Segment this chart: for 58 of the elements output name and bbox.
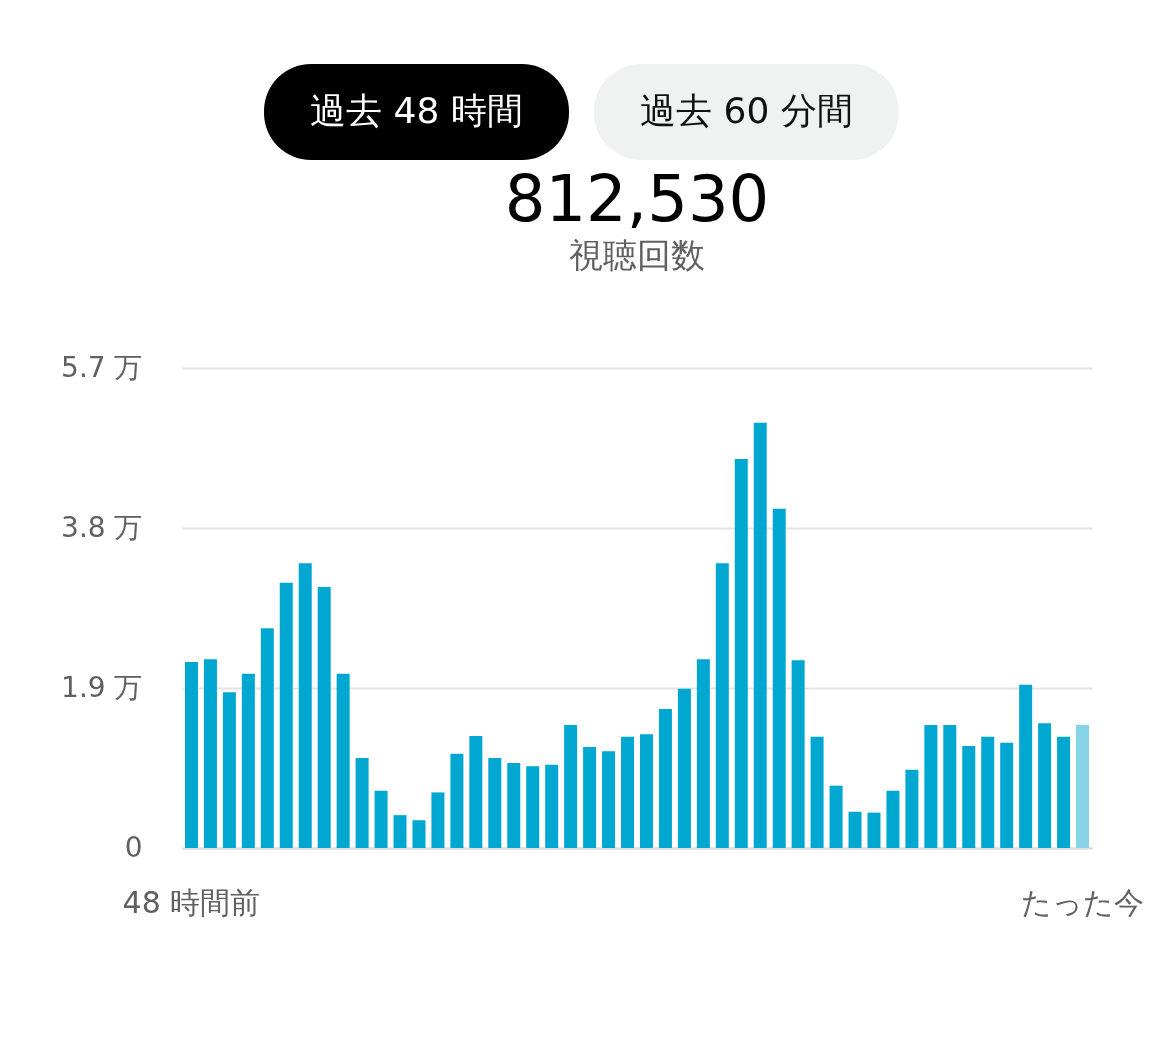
bar [260, 628, 274, 848]
bar [279, 582, 293, 848]
bar [602, 751, 616, 848]
bar [924, 725, 938, 848]
text: 過去 60 分間 [640, 90, 853, 131]
bar [1038, 723, 1052, 848]
bar [905, 769, 919, 848]
y-tick-label: 1.9 万 [61, 670, 143, 704]
bar [317, 586, 331, 848]
bar [298, 563, 312, 848]
bar [791, 660, 805, 848]
chart-title: 812,530 [504, 162, 770, 236]
bar [829, 785, 843, 848]
bar [507, 762, 521, 848]
bar [184, 661, 198, 848]
bar [639, 734, 653, 848]
bar [1057, 736, 1071, 848]
y-tick-label: 3.8 万 [61, 510, 143, 544]
bar [374, 790, 388, 848]
bar [564, 725, 578, 848]
bar [526, 766, 540, 848]
bar [621, 736, 635, 848]
bar [772, 508, 786, 848]
bar [658, 709, 672, 848]
x-tick-label: たった今 [1021, 884, 1145, 920]
bar [962, 746, 976, 848]
text: 過去 48 時間 [310, 90, 523, 131]
bar [677, 688, 691, 848]
bar [203, 659, 217, 848]
bar [696, 659, 710, 848]
bar [810, 736, 824, 848]
bar [715, 563, 729, 848]
bar [488, 757, 502, 848]
bar [355, 757, 369, 848]
bar [336, 673, 350, 848]
bar [1076, 725, 1090, 848]
chart-subtitle: 視聴回数 [569, 235, 705, 275]
bar [583, 746, 597, 848]
bar [753, 422, 767, 848]
bar [943, 725, 957, 848]
bar [1000, 742, 1014, 848]
bar [393, 815, 407, 848]
bar [981, 736, 995, 848]
bar [412, 820, 426, 848]
bar [886, 790, 900, 848]
bar [222, 692, 236, 848]
y-tick-label: 5.7 万 [61, 350, 143, 384]
bar [734, 458, 748, 848]
bar [848, 811, 862, 848]
bar [1019, 684, 1033, 848]
y-tick-label: 0 [124, 830, 143, 864]
bar [431, 792, 445, 848]
bar [241, 673, 255, 848]
bar [867, 812, 881, 848]
bar [450, 753, 464, 848]
bar [545, 764, 559, 848]
x-tick-label: 48 時間前 [122, 884, 261, 920]
bar [469, 736, 483, 848]
